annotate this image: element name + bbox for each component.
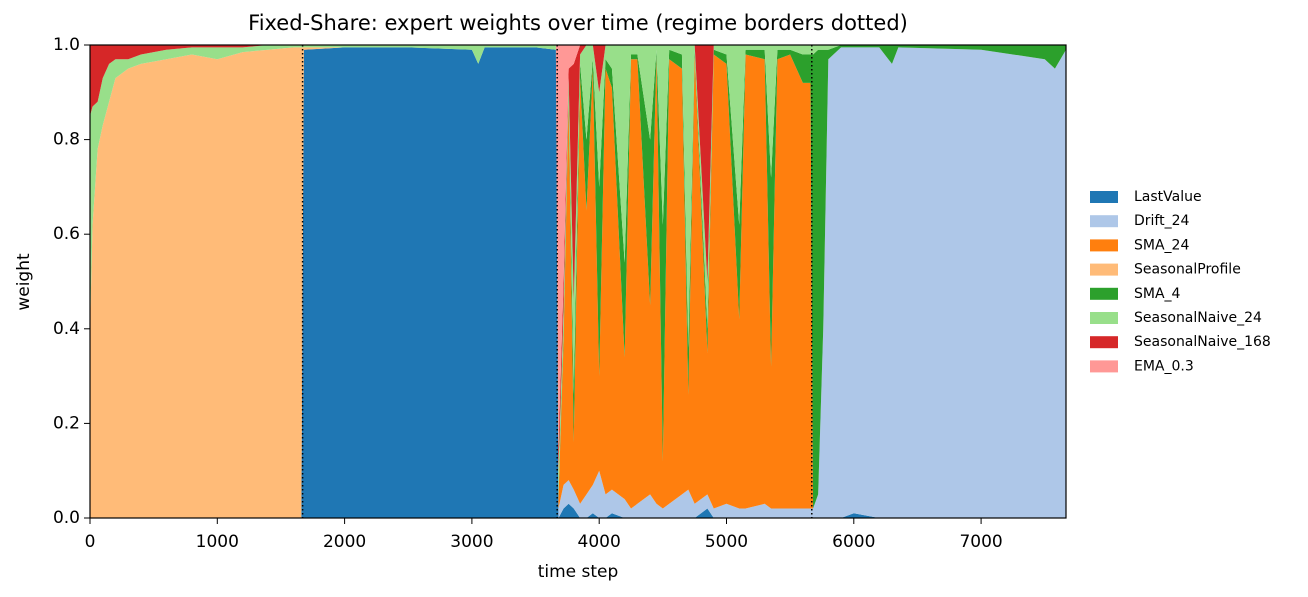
area <box>90 47 1066 519</box>
x-tick-label: 0 <box>85 532 96 552</box>
area <box>90 47 1066 519</box>
legend-swatch <box>1090 239 1118 252</box>
x-axis-label: time step <box>538 562 619 582</box>
x-tick-label: 7000 <box>959 532 1002 552</box>
legend-label: EMA_0.3 <box>1134 358 1194 374</box>
legend-swatch <box>1090 287 1118 300</box>
legend-swatch <box>1090 191 1118 203</box>
x-tick-label: 6000 <box>832 532 875 552</box>
legend-label: SeasonalNaive_24 <box>1134 310 1262 326</box>
legend-swatch <box>1090 215 1118 228</box>
plot-frame <box>89 44 1067 519</box>
area <box>90 45 1066 471</box>
y-tick-label: 0.4 <box>53 319 80 339</box>
x-tick-label: 2000 <box>323 532 366 552</box>
legend-label: SMA_4 <box>1134 286 1181 302</box>
area <box>90 47 1066 519</box>
legend-label: SeasonalNaive_168 <box>1134 334 1271 350</box>
legend-label: SMA_24 <box>1134 237 1189 253</box>
y-tick-label: 0.8 <box>53 130 80 150</box>
area <box>90 47 1066 519</box>
legend-swatch <box>1090 312 1118 324</box>
area <box>90 45 1066 509</box>
x-tick-label: 3000 <box>450 532 493 552</box>
legend-swatch <box>1090 263 1118 276</box>
legend-swatch <box>1090 336 1118 349</box>
y-tick-label: 1.0 <box>53 35 80 55</box>
y-tick-label: 0.0 <box>53 508 80 528</box>
chart-title: Fixed-Share: expert weights over time (r… <box>248 11 908 35</box>
legend-label: SeasonalProfile <box>1134 262 1241 278</box>
legend-label: LastValue <box>1134 189 1202 205</box>
x-tick-label: 5000 <box>705 532 748 552</box>
y-tick-label: 0.2 <box>53 413 80 433</box>
legend-label: Drift_24 <box>1134 213 1190 229</box>
x-tick-label: 1000 <box>196 532 239 552</box>
x-tick-label: 4000 <box>578 532 621 552</box>
legend-swatch <box>1090 360 1118 373</box>
y-tick-label: 0.6 <box>53 224 80 244</box>
y-axis-label: weight <box>14 253 34 311</box>
plot-area <box>90 45 1066 519</box>
